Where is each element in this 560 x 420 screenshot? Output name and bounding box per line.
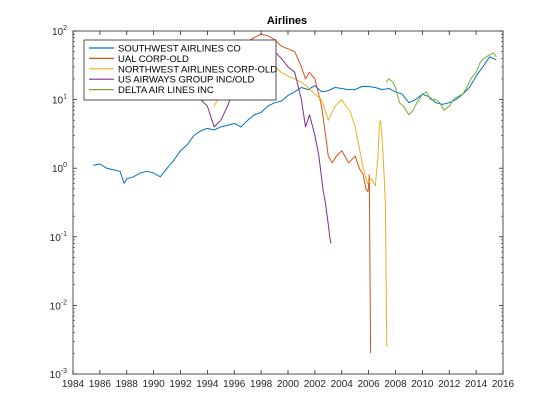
x-tick-label: 1998 [250,379,273,390]
series-line-1 [93,56,497,184]
legend-label: UAL CORP-OLD [118,54,189,65]
y-tick-label: 100 [52,162,67,175]
x-tick-label: 2012 [438,379,461,390]
x-tick-label: 1992 [169,379,192,390]
x-tick-label: 2016 [492,379,515,390]
x-tick-label: 2014 [465,379,488,390]
legend-label: US AIRWAYS GROUP INC/OLD [118,75,255,86]
x-tick-label: 1990 [143,379,166,390]
y-tick-label: 102 [52,25,67,38]
x-tick-label: 1996 [223,379,246,390]
x-tick-label: 2004 [331,379,354,390]
x-tick-label: 2006 [358,379,381,390]
x-tick-label: 1984 [62,379,85,390]
x-tick-label: 2008 [384,379,407,390]
y-tick-label: 10-1 [50,231,67,244]
y-tick-label: 101 [52,94,67,107]
x-tick-label: 2010 [411,379,434,390]
legend-label: DELTA AIR LINES INC [118,85,214,96]
legend-label: NORTHWEST AIRLINES CORP-OLD [118,64,277,75]
x-tick-label: 2000 [277,379,300,390]
legend-box [83,39,277,101]
x-tick-label: 1988 [116,379,139,390]
legend-label: SOUTHWEST AIRLINES CO [118,44,241,55]
x-tick-label: 1986 [89,379,112,390]
chart-title: Airlines [267,15,307,27]
series-line-5 [385,52,497,116]
y-tick-label: 10-2 [50,299,67,312]
x-tick-label: 2002 [304,379,327,390]
axes: 1984 1986 1988 1990 1992 1994 1996 1998 2000 2002… [50,25,515,390]
x-tick-label: 1994 [196,379,219,390]
y-tick-label: 10-3 [50,368,67,381]
